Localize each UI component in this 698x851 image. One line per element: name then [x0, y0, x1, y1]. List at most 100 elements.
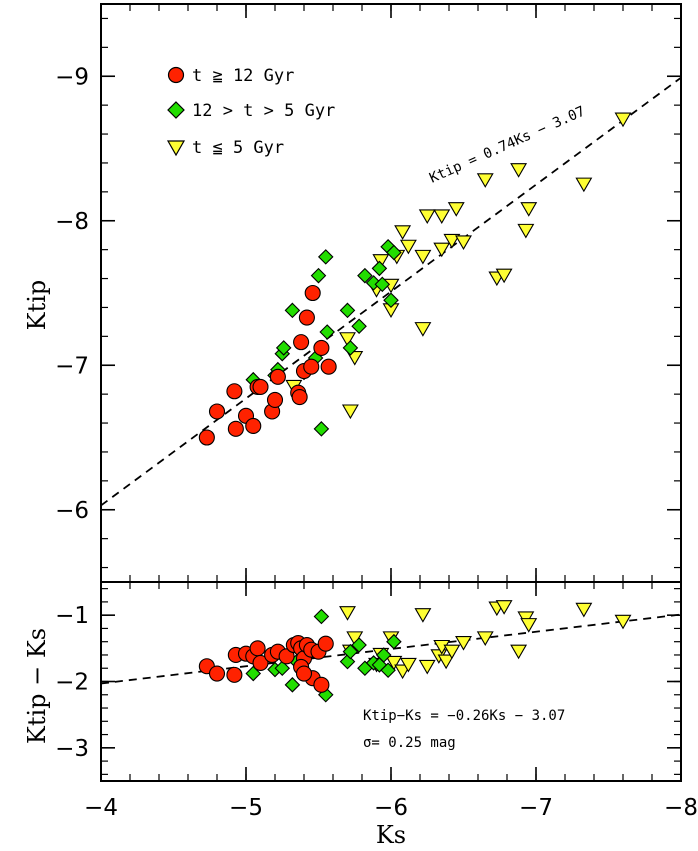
top-ylabel: Ktip	[23, 280, 51, 331]
point-old	[252, 378, 269, 395]
x-tick-label: −7	[519, 795, 553, 821]
point-old	[266, 391, 284, 408]
xlabel: Ks	[376, 821, 406, 849]
top-panel-points	[198, 112, 632, 446]
point-old	[249, 640, 266, 657]
bottom-panel-ticks: −4 −5 −6 −7 −8 −1 −2 −3	[55, 582, 698, 821]
point-old	[226, 666, 243, 683]
point-young	[433, 242, 451, 258]
point-mid	[383, 292, 399, 309]
point-old	[252, 654, 269, 671]
point-young	[517, 223, 535, 239]
point-old	[298, 309, 315, 326]
point-young	[418, 209, 436, 225]
y-tick-label: −8	[55, 209, 89, 235]
y-tick-label: −6	[55, 498, 89, 524]
point-old	[320, 358, 337, 375]
legend-label-young: t ≦ 5 Gyr	[192, 138, 284, 158]
point-mid	[342, 340, 359, 356]
point-young	[447, 202, 465, 217]
y-tick-label: −7	[55, 353, 89, 379]
bottom-ylabel-text: Ktip − Ks	[23, 628, 51, 744]
point-old	[313, 339, 330, 356]
point-young	[433, 209, 451, 225]
point-young	[520, 202, 538, 217]
point-young	[614, 614, 632, 630]
point-old	[291, 388, 308, 406]
point-old	[208, 403, 226, 420]
x-tick-label: −4	[84, 795, 118, 821]
point-mid	[274, 660, 291, 677]
point-old	[208, 665, 226, 682]
point-young	[510, 644, 528, 660]
point-young	[372, 254, 390, 269]
point-young	[443, 644, 461, 660]
point-young	[394, 225, 412, 240]
point-young	[414, 322, 432, 337]
top-panel-ticks: −6 −7 −8 −9	[55, 4, 682, 582]
point-young	[495, 600, 513, 615]
point-old	[304, 284, 321, 302]
point-old	[269, 368, 286, 385]
point-mid	[351, 637, 367, 653]
point-young	[455, 235, 472, 251]
point-young	[476, 173, 494, 188]
point-old	[317, 635, 334, 652]
point-old	[293, 334, 310, 351]
y-tick-label: −9	[55, 64, 89, 90]
legend-label-mid: 12 > t > 5 Gyr	[192, 101, 335, 121]
point-old	[313, 676, 330, 693]
point-young	[399, 239, 417, 255]
point-mid	[374, 276, 391, 293]
legend-marker-mid	[167, 101, 185, 119]
point-young	[414, 249, 432, 265]
point-mid	[310, 267, 327, 284]
y-tick-label: −3	[55, 736, 89, 762]
point-mid	[284, 302, 301, 319]
point-mid	[284, 677, 301, 693]
point-old	[245, 417, 262, 434]
bottom-panel-points	[198, 600, 632, 703]
point-mid	[339, 302, 356, 319]
point-young	[455, 635, 472, 651]
x-tick-label: −5	[229, 795, 263, 821]
point-young	[476, 631, 494, 646]
point-young	[575, 602, 593, 618]
bottom-sigma-label: σ= 0.25 mag	[363, 735, 456, 751]
point-young	[614, 112, 632, 128]
point-young	[443, 233, 461, 249]
point-young	[495, 268, 513, 284]
y-tick-label: −1	[55, 603, 89, 629]
point-young	[385, 655, 403, 671]
legend-marker-old	[167, 66, 185, 84]
top-fit-label: Ktip = 0.74Ks − 3.07	[427, 103, 588, 186]
point-mid	[342, 643, 359, 660]
legend: t ≧ 12 Gyr 12 > t > 5 Gyr t ≦ 5 Gyr	[166, 66, 335, 158]
point-young	[414, 608, 432, 623]
point-young	[575, 177, 593, 193]
x-tick-label: −6	[374, 795, 408, 821]
point-young	[510, 163, 528, 178]
point-mid	[313, 608, 330, 625]
legend-label-old: t ≧ 12 Gyr	[192, 66, 294, 86]
x-tick-label: −8	[664, 795, 698, 821]
point-mid	[375, 647, 392, 663]
point-old	[295, 665, 313, 682]
point-mid	[317, 249, 334, 265]
point-mid	[386, 633, 402, 650]
point-mid	[357, 267, 373, 284]
point-old	[278, 648, 295, 665]
point-young	[520, 618, 538, 633]
bottom-fit-label: Ktip−Ks = −0.26Ks − 3.07	[363, 708, 565, 724]
point-mid	[313, 421, 330, 437]
point-mid	[371, 260, 388, 277]
top-ylabel-text: Ktip	[23, 280, 51, 331]
y-tick-label: −2	[55, 670, 89, 696]
point-old	[227, 420, 244, 437]
point-mid	[351, 318, 367, 335]
legend-marker-young	[166, 140, 186, 157]
point-young	[418, 659, 436, 675]
point-young	[437, 654, 455, 670]
point-old	[226, 383, 243, 400]
